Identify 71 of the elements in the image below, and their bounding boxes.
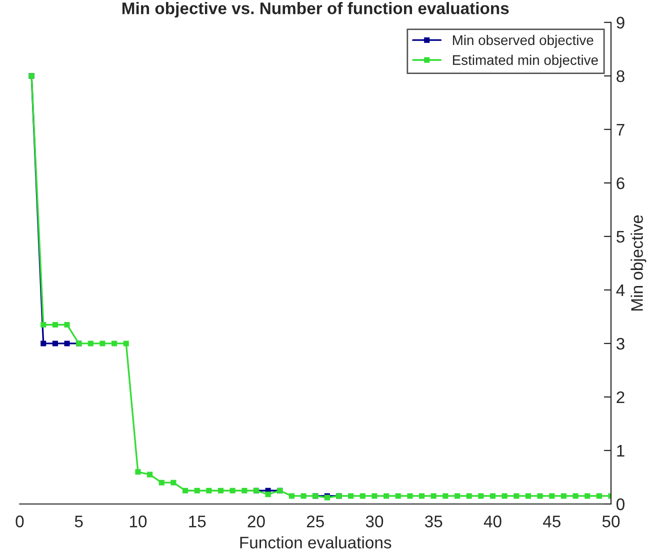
point xyxy=(300,493,306,499)
x-tick-label: 10 xyxy=(130,516,147,528)
y-tick-label: 3 xyxy=(616,338,624,350)
point xyxy=(123,340,129,346)
point xyxy=(52,322,58,328)
point xyxy=(430,493,436,499)
chart-title: Min objective vs. Number of function evaluations xyxy=(122,2,509,18)
y-axis-title: Min objective xyxy=(630,215,646,310)
point xyxy=(442,493,448,499)
y-tick-label: 2 xyxy=(616,391,624,404)
point xyxy=(514,493,520,499)
point xyxy=(40,322,46,328)
point xyxy=(100,340,106,346)
y-tick-label: 6 xyxy=(616,177,624,190)
point xyxy=(419,493,425,499)
point xyxy=(560,493,566,499)
point xyxy=(265,492,271,498)
point xyxy=(40,340,46,346)
y-tick-label: 8 xyxy=(616,70,624,82)
point xyxy=(584,493,590,499)
point xyxy=(147,472,153,478)
x-tick-label: 25 xyxy=(306,516,324,528)
point xyxy=(360,493,366,499)
y-tick-label: 4 xyxy=(616,284,625,296)
x-tick-label: 45 xyxy=(542,516,560,528)
point xyxy=(407,493,413,499)
point xyxy=(218,488,224,494)
point xyxy=(88,340,94,346)
point xyxy=(454,493,460,499)
point xyxy=(537,493,543,499)
point xyxy=(384,493,390,499)
y-tick-label: 9 xyxy=(616,16,624,29)
point xyxy=(478,493,484,499)
point xyxy=(206,488,212,494)
point xyxy=(242,488,248,494)
legend-label: Min observed objective xyxy=(452,34,594,48)
x-tick-label: 15 xyxy=(189,516,206,528)
point xyxy=(170,480,176,486)
y-tick-label: 5 xyxy=(616,231,624,243)
legend-label: Estimated min objective xyxy=(452,54,598,68)
y-tick-label: 0 xyxy=(616,498,624,510)
x-tick-label: 0 xyxy=(16,516,24,528)
point xyxy=(194,488,200,494)
point xyxy=(64,322,70,328)
point xyxy=(135,469,141,475)
point xyxy=(490,493,496,499)
point xyxy=(288,493,294,499)
point xyxy=(596,493,602,499)
point xyxy=(112,340,118,346)
point xyxy=(549,493,555,499)
point xyxy=(525,493,532,499)
x-tick-label: 30 xyxy=(366,516,384,528)
x-tick-label: 5 xyxy=(74,516,83,528)
point xyxy=(64,340,70,346)
point xyxy=(158,480,164,486)
x-tick-label: 50 xyxy=(602,516,620,528)
point xyxy=(502,493,508,499)
point xyxy=(52,340,58,346)
point xyxy=(182,488,188,494)
point xyxy=(348,493,354,499)
point xyxy=(230,488,236,494)
point xyxy=(395,493,401,499)
point xyxy=(372,493,378,499)
y-tick-label: 7 xyxy=(616,124,624,136)
x-tick-label: 35 xyxy=(424,516,442,528)
point xyxy=(572,493,578,499)
y-tick-label: 1 xyxy=(617,445,624,457)
point xyxy=(466,493,472,499)
x-tick-label: 20 xyxy=(248,516,265,528)
x-tick-label: 40 xyxy=(484,516,502,528)
x-axis-title: Function evaluations xyxy=(240,536,392,548)
